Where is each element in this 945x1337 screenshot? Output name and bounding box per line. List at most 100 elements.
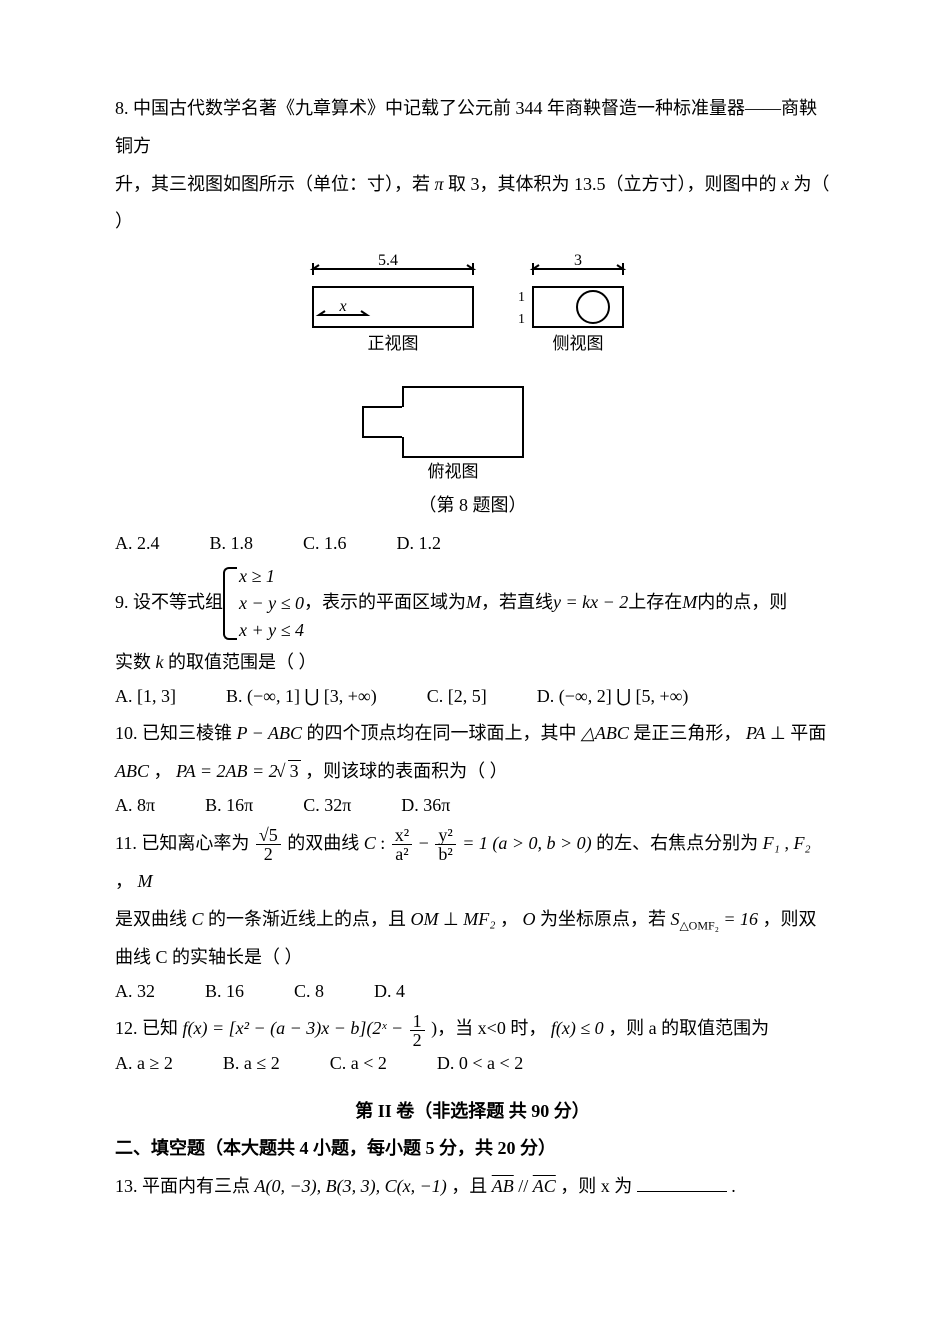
q11-colon: : — [380, 833, 390, 853]
q10-pabc: P − ABC — [237, 723, 303, 743]
q11-fx: x² a² — [392, 826, 412, 863]
q11-opt-c: C. 8 — [294, 973, 324, 1011]
q8-l2b: 取 3，其体积为 13.5（立方寸），则图中的 — [448, 174, 781, 194]
q9-opt-d: D. (−∞, 2] ⋃ [5, +∞) — [537, 678, 689, 716]
q8-opt-d: D. 1.2 — [397, 525, 442, 563]
q11-l1c: 的左、右焦点分别为 — [596, 833, 763, 853]
q8-x-sym: x — [781, 174, 789, 194]
q11-line1: 11. 已知离心率为 √5 2 的双曲线 C : x² a² − y² b² =… — [115, 825, 830, 901]
front-label: 正视图 — [367, 334, 418, 353]
q8-pi: π — [435, 174, 444, 194]
q11-OM: OM — [411, 909, 439, 929]
q11-l2c: ， — [500, 909, 518, 929]
q8-line2: 升，其三视图如图所示（单位：寸），若 π 取 3，其体积为 13.5（立方寸），… — [115, 166, 830, 242]
q11-hxn: x² — [392, 826, 412, 845]
q13-AC: AC — [533, 1176, 556, 1196]
q11-line2: 是双曲线 C 的一条渐近线上的点，且 OM ⊥ MF₂ ， O 为坐标原点，若 … — [115, 901, 830, 939]
q12-cond: f(x) ≤ 0 — [551, 1018, 604, 1038]
q10-l2b: ， — [154, 761, 172, 781]
q8-line1: 8. 中国古代数学名著《九章算术》中记载了公元前 344 年商鞅督造一种标准量器… — [115, 90, 830, 166]
q9-k: k — [156, 652, 164, 672]
q10-line2: ABC ， PA = 2AB = 2 3 ，则该球的表面积为（ ） — [115, 753, 830, 791]
q11-hxd: a² — [392, 845, 412, 863]
q11-l2b: 的一条渐近线上的点，且 — [208, 909, 411, 929]
q9-tail-a: 实数 — [115, 652, 156, 672]
q10-opt-d: D. 36π — [401, 787, 450, 825]
dim-3: 3 — [574, 252, 582, 269]
q9-line2: 实数 k 的取值范围是（ ） — [115, 644, 830, 682]
q11-MF2: MF₂ — [463, 909, 495, 929]
q11-Ssub: △OMF₂ — [679, 919, 718, 933]
q11-l1a: 11. 已知离心率为 — [115, 833, 254, 853]
q9-mid-d: 内的点，则 — [697, 584, 787, 622]
q10-line1: 10. 已知三棱锥 P − ABC 的四个顶点均在同一球面上，其中 △ABC 是… — [115, 715, 830, 753]
q10-opt-a: A. 8π — [115, 787, 155, 825]
q9-sys2: x − y ≤ 0 — [239, 590, 304, 617]
q9-mid-b: ，若直线 — [481, 584, 553, 622]
q10-tri: △ABC — [581, 723, 629, 743]
q11-options: A. 32 B. 16 C. 8 D. 4 — [115, 973, 830, 1011]
section2-title: 第 II 卷（非选择题 共 90 分） — [115, 1093, 830, 1131]
q13-l1d: . — [731, 1176, 736, 1196]
q13-par: // — [518, 1176, 533, 1196]
q8-options: A. 2.4 B. 1.8 C. 1.6 D. 1.2 — [115, 525, 830, 563]
top-label: 俯视图 — [427, 462, 478, 481]
q9-opt-b: B. (−∞, 1] ⋃ [3, +∞) — [226, 678, 377, 716]
q12-l1b: )，当 x<0 时， — [431, 1018, 546, 1038]
q12-options: A. a ≥ 2 B. a ≤ 2 C. a < 2 D. 0 < a < 2 — [115, 1045, 830, 1083]
q11-F2: F₂ — [793, 833, 810, 853]
three-view-diagram: 5.4 x 正视图 3 1 1 侧视图 俯视图 — [293, 247, 653, 487]
q13-pts: A(0, −3), B(3, 3), C(x, −1) — [255, 1176, 447, 1196]
q10-abc: ABC — [115, 761, 149, 781]
q10-opt-c: C. 32π — [303, 787, 351, 825]
q12-half: 1 2 — [410, 1012, 425, 1049]
q11-eq1: = 1 (a > 0, b > 0) — [462, 833, 591, 853]
q11-line3: 曲线 C 的实轴长是（ ） — [115, 939, 830, 977]
q8-figure: 5.4 x 正视图 3 1 1 侧视图 俯视图 — [115, 247, 830, 525]
q11-minus: − — [419, 833, 434, 853]
q11-M: M — [138, 871, 153, 891]
q12-opt-b: B. a ≤ 2 — [223, 1045, 280, 1083]
dim-5-4: 5.4 — [378, 252, 398, 269]
dim-1b: 1 — [518, 312, 525, 327]
q13-l1b: ，且 — [451, 1176, 492, 1196]
q11-C1: C — [364, 833, 376, 853]
q9-line1: 9. 设不等式组 x ≥ 1 x − y ≤ 0 x + y ≤ 4 ，表示的平… — [115, 563, 830, 644]
q9-opt-a: A. [1, 3] — [115, 678, 176, 716]
q9-prefix: 9. 设不等式组 — [115, 584, 223, 622]
q10-perp: ⊥ 平面 — [770, 723, 826, 743]
q13-blank — [637, 1173, 727, 1192]
dim-x: x — [338, 298, 346, 315]
q11-ecc: √5 2 — [256, 826, 281, 863]
q12-hd: 2 — [410, 1031, 425, 1049]
q11-F1: F₁ — [763, 833, 780, 853]
q11-l2a: 是双曲线 — [115, 909, 192, 929]
q13-l1c: ，则 x 为 — [560, 1176, 637, 1196]
q10-options: A. 8π B. 16π C. 32π D. 36π — [115, 787, 830, 825]
q11-O: O — [522, 909, 535, 929]
q10-eq: PA = 2AB = 2 — [176, 761, 278, 781]
section2-sub: 二、填空题（本大题共 4 小题，每小题 5 分，共 20 分） — [115, 1130, 830, 1168]
q11-l2d: 为坐标原点，若 — [540, 909, 671, 929]
q9-mid-c: 上存在 — [628, 584, 682, 622]
q11-l2e: ，则双 — [763, 909, 817, 929]
q8-caption: （第 8 题图） — [115, 487, 830, 525]
q8-opt-a: A. 2.4 — [115, 525, 160, 563]
q12-l1a: 12. 已知 — [115, 1018, 183, 1038]
q9-system: x ≥ 1 x − y ≤ 0 x + y ≤ 4 — [223, 563, 304, 644]
q11-eden: 2 — [256, 845, 281, 863]
q11-hyd: b² — [435, 845, 455, 863]
q8-opt-b: B. 1.8 — [210, 525, 254, 563]
q12-hn: 1 — [410, 1012, 425, 1031]
q10-opt-b: B. 16π — [205, 787, 253, 825]
q11-opt-d: D. 4 — [374, 973, 405, 1011]
q11-opt-b: B. 16 — [205, 973, 244, 1011]
dim-1a: 1 — [518, 290, 525, 305]
q11-eq16: = 16 — [723, 909, 758, 929]
q11-C2: C — [192, 909, 204, 929]
sqrt3-rad: 3 — [288, 760, 301, 781]
q9-sys3: x + y ≤ 4 — [239, 617, 304, 644]
q9-tail-b: 的取值范围是（ ） — [168, 652, 317, 672]
q10-l1a: 10. 已知三棱锥 — [115, 723, 237, 743]
q10-l2c: ，则该球的表面积为（ ） — [305, 761, 508, 781]
